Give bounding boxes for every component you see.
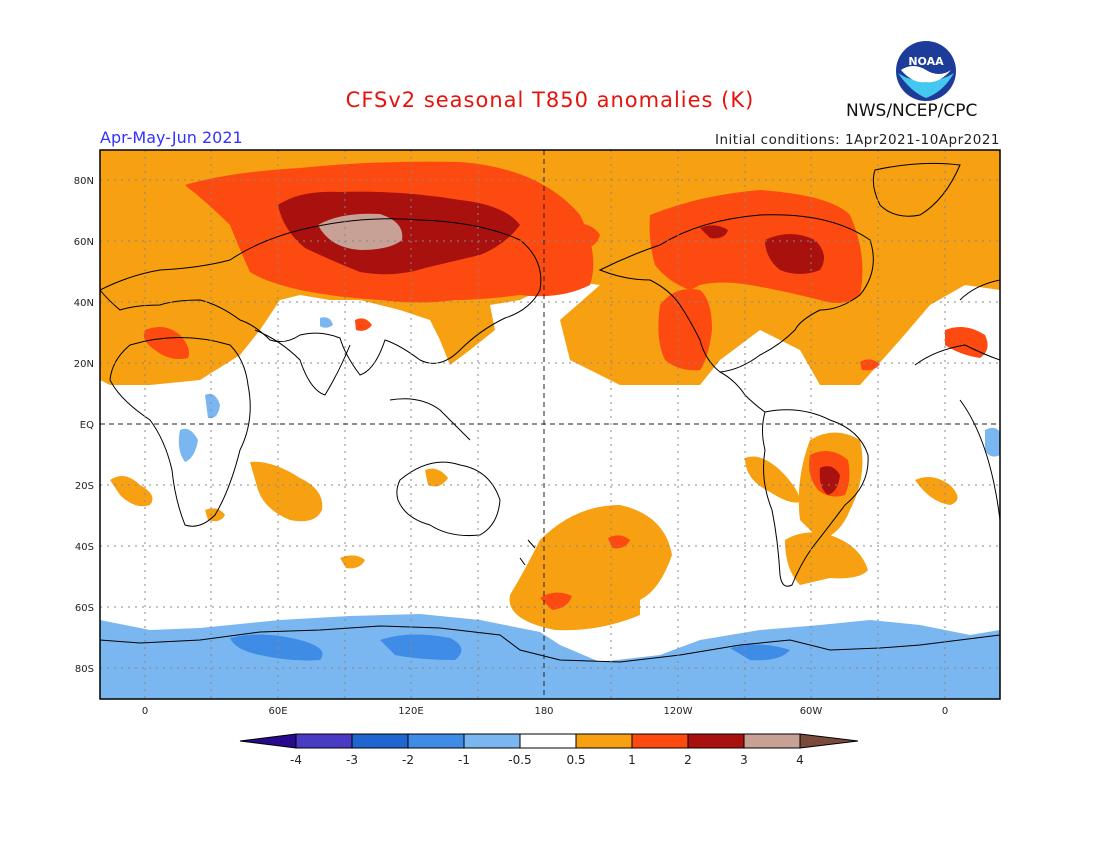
colorbar-swatch [352,734,408,748]
lon-label: 120W [664,706,693,717]
lat-label: EQ [80,420,94,431]
colorbar-swatch [520,734,576,748]
colorbar-swatch [408,734,464,748]
colorbar-swatch [296,734,352,748]
colorbar-label: -2 [402,753,414,767]
lon-label: 0 [142,706,148,717]
lon-label: 60W [800,706,823,717]
colorbar-label: -1 [458,753,470,767]
colorbar-label: 4 [796,753,804,767]
initial-conditions: Initial conditions: 1Apr2021-10Apr2021 [715,132,1000,148]
map-title: CFSv2 seasonal T850 anomalies (K) [345,88,755,112]
lat-label: 20N [74,359,94,370]
map-frame [99,149,1001,700]
colorbar-swatch [632,734,688,748]
colorbar-swatch [744,734,800,748]
noaa-logo-gull [901,66,951,83]
lat-label: 60N [74,237,94,248]
longitude-labels: 0 60E 120E 180 120W 60W 0 [142,706,948,717]
colorbar-dividers [295,734,801,748]
colorbar-label: 3 [740,753,748,767]
colorbar-label: -3 [346,753,358,767]
colorbar-label: -0.5 [508,753,531,767]
lat-label: 40S [75,542,94,553]
lat-label: 20S [75,481,94,492]
coastlines [100,162,1000,663]
noaa-logo-text: NOAA [908,55,944,68]
lat-label: 40N [74,298,94,309]
lon-label: 0 [942,706,948,717]
colorbar-swatch [240,734,296,748]
organization-label: NWS/NCEP/CPC [846,101,978,121]
forecast-period: Apr-May-Jun 2021 [100,128,243,147]
lat-label: 80N [74,176,94,187]
colorbar-label: -4 [290,753,302,767]
colorbar-swatch [576,734,632,748]
reference-lines [100,150,1000,699]
anomaly-layer-neg0_5-neg1 [100,317,1000,699]
colorbar-label: 2 [684,753,692,767]
lon-label: 120E [398,706,423,717]
lon-label: 60E [268,706,287,717]
lat-label: 80S [75,664,94,675]
colorbar: -4 -3 -2 -1 -0.5 0.5 1 2 3 4 [239,733,859,767]
noaa-logo: NOAA [896,41,956,101]
colorbar-swatch [464,734,520,748]
map-plot-area [100,150,1000,699]
colorbar-label: 1 [628,753,636,767]
lon-label: 180 [534,706,553,717]
colorbar-swatch [688,734,744,748]
colorbar-swatch [800,734,858,748]
latitude-labels: 80N 60N 40N 20N EQ 20S 40S 60S 80S [74,176,94,675]
colorbar-label: 0.5 [566,753,585,767]
lat-label: 60S [75,603,94,614]
